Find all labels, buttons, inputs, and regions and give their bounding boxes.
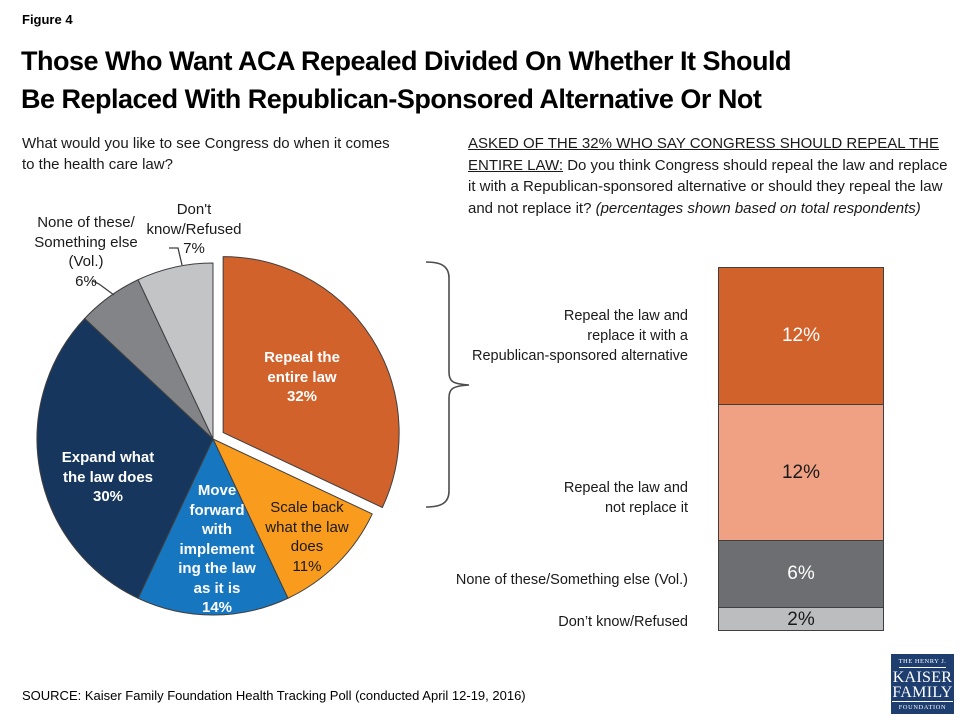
bar-label-none-of-these: None of these/Something else (Vol.) [455, 572, 688, 588]
bar-label-repeal-replace: Repeal the law and replace it with a Rep… [471, 308, 688, 364]
pie-slices [36, 256, 400, 616]
bar-question-note: (percentages shown based on total respon… [595, 199, 921, 217]
bar-question-lead: ASKED OF THE 32% WHO SAY CONGRESS SHOULD… [468, 135, 939, 174]
pie-question: What would you like to see Congress do w… [22, 135, 390, 173]
brace-bracket [425, 261, 470, 508]
leader-line-none-of-these [92, 280, 115, 296]
bar-value-repeal-not-replace: 12% [781, 461, 821, 483]
pie-label-scale-back: Scale back what the law does 11% [265, 499, 349, 575]
pie-label-move-forward: Move forward with implement ing the law … [178, 481, 256, 616]
pie-slice [137, 438, 289, 616]
stacked-bar-chart: 12% 12% 6% 2% [718, 267, 884, 631]
bar-label-dont-know: Don’t know/Refused [558, 614, 688, 630]
pie-label-none-of-these: None of these/ Something else (Vol.) 6% [34, 214, 138, 290]
kff-logo-line1: THE HENRY J. [898, 658, 947, 668]
bar-value-dont-know: 2% [787, 608, 815, 630]
pie-label-dont-know: Don't know/Refused 7% [146, 200, 242, 257]
pie-slice [222, 256, 400, 509]
bar-label-repeal-not-replace: Repeal the law and not replace it [563, 480, 688, 516]
pie-label-repeal-entire-law: Repeal the entire law 32% [264, 348, 340, 405]
kff-logo-line4: FOUNDATION [898, 704, 947, 711]
leader-line-dont-know [169, 247, 183, 266]
pie-chart [36, 247, 470, 616]
bar-segment-dont-know: 2% [719, 607, 883, 630]
kff-logo-line2: KAISER [892, 668, 953, 686]
bar-segment-repeal-not-replace: 12% [719, 403, 883, 540]
pie-slice [36, 318, 214, 599]
kff-logo: THE HENRY J. KAISER FAMILY FOUNDATION [891, 654, 954, 714]
pie-slice [212, 438, 373, 599]
bar-value-repeal-replace: 12% [781, 325, 821, 347]
pie-slice [137, 262, 214, 440]
pie-label-expand: Expand what the law does 30% [61, 448, 155, 505]
source-line: SOURCE: Kaiser Family Foundation Health … [22, 688, 526, 703]
bar-value-none-of-these: 6% [787, 563, 815, 585]
kff-logo-line3: FAMILY [892, 683, 953, 702]
figure-number: Figure 4 [22, 12, 73, 27]
bar-question-body: Do you think Congress should repeal the … [468, 156, 948, 217]
bar-question: ASKED OF THE 32% WHO SAY CONGRESS SHOULD… [468, 133, 956, 219]
bar-segment-repeal-replace: 12% [719, 268, 883, 404]
figure-title: Those Who Want ACA Repealed Divided On W… [21, 46, 792, 114]
bar-segment-none-of-these: 6% [719, 539, 883, 608]
